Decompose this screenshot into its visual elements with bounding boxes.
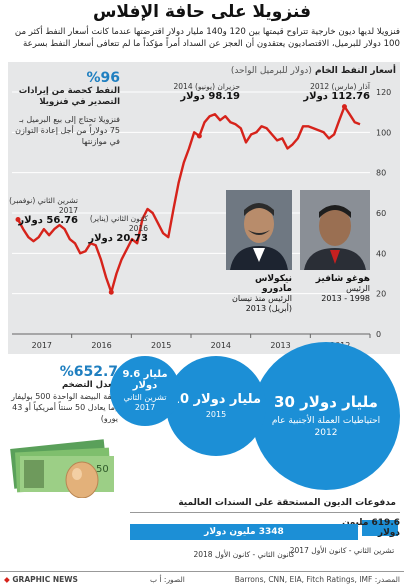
maduro-portrait-icon [226, 190, 292, 270]
oil-price-line [16, 105, 361, 294]
debt-value-2017: 619.6 مليون دولار [342, 518, 400, 538]
oil-share-stat: %96 النفط كحصة من إيرادات التصدير في فنز… [10, 70, 120, 147]
oil-share-title: النفط كحصة من إيرادات التصدير في فنزويلا [18, 86, 120, 107]
maduro-photo [226, 190, 292, 270]
x-tick-label: 2017 [32, 341, 52, 350]
oil-breakeven-note: فنزويلا تحتاج إلى بيع البرميل بـ 75 دولا… [15, 115, 120, 146]
annotation-2014: حزيران (يونيو) 2014 98.19 دولار [173, 82, 241, 102]
svg-text:50: 50 [96, 464, 109, 475]
annotation-marker [108, 289, 114, 295]
y-tick-label: 120 [376, 88, 391, 97]
footer-brand: ◆ GRAPHIC NEWS [4, 575, 78, 584]
y-tick-label: 60 [376, 209, 386, 218]
y-tick-label: 0 [376, 330, 381, 339]
annotation-marker [341, 104, 347, 110]
page-subtitle: فنزويلا لديها ديون خارجية تتراوح قيمتها … [14, 27, 400, 49]
y-tick-label: 80 [376, 169, 386, 178]
chart-markers [15, 104, 347, 295]
debt-divider [130, 512, 400, 513]
bubble-2012: 30 مليار دولار احتياطيات العملة الأجنبية… [252, 342, 400, 490]
annotation-2016: كانون الثاني (يناير) 2016 20.73 دولار [88, 214, 148, 244]
inflation-pct: %652.7 [59, 364, 118, 380]
y-axis-ticks: 0 20 40 60 80 100 120 [376, 88, 391, 339]
inflation-stat: %652.7 معدل التضخم كلفة البيضة الواحدة 5… [10, 364, 118, 424]
footer-photo-credit: الصور: أ ب [150, 575, 185, 584]
inflation-title: معدل التضخم [61, 380, 118, 390]
inflation-note: كلفة البيضة الواحدة 500 بوليفار (ما يعاد… [11, 392, 118, 423]
debt-bar-2018: 3348 مليون دولار [130, 524, 358, 540]
y-tick-label: 40 [376, 249, 386, 258]
oil-share-pct: %96 [86, 70, 120, 86]
debt-period-2017: تشرين الثاني - كانون الأول 2017 [289, 546, 395, 555]
debt-bar-2017 [362, 520, 398, 536]
chart-title: أسعار النفط الخام (دولار للبرميل الواحد) [230, 66, 396, 76]
debt-title: مدفوعات الديون المستحقة على السندات العا… [178, 498, 396, 508]
annotation-2017: تشرين الثاني (نوفمبر) 2017 56.76 دولار [9, 196, 78, 226]
x-tick-label: 2016 [91, 341, 111, 350]
chavez-caption: هوغو شافيز الرئيس 1998 - 2013 [315, 274, 370, 303]
maduro-caption: نيكولاس مادورو الرئيس منذ نيسان (أبريل) … [232, 274, 292, 313]
debt-period-2018: كانون الثاني - كانون الأول 2018 [193, 550, 295, 559]
x-tick-label: 2015 [151, 341, 171, 350]
bubble-2015: 20 مليار دولار 2015 [166, 356, 266, 456]
annotation-marker [15, 217, 21, 223]
footer-sources: المصدر: Barrons, CNN, EIA, Fitch Ratings… [234, 575, 400, 584]
y-tick-label: 100 [376, 128, 391, 137]
brand-logo-icon: ◆ [4, 575, 10, 584]
chavez-portrait-icon [300, 190, 370, 270]
page-title: فنزويلا على حافة الإفلاس [92, 2, 312, 22]
x-tick-label: 2014 [211, 341, 231, 350]
annotation-marker [196, 133, 202, 139]
y-tick-label: 20 [376, 290, 386, 299]
annotation-2012: آذار (مارس) 2012 112.76 دولار [303, 82, 370, 102]
bubble-2017: 9.6 مليار دولار تشرين الثاني 2017 [110, 356, 180, 426]
banknotes-egg-illustration: 50 [10, 439, 114, 498]
footer: ◆ GRAPHIC NEWS الصور: أ ب المصدر: Barron… [0, 571, 404, 588]
chavez-photo [300, 190, 370, 270]
x-tick-label: 2013 [270, 341, 290, 350]
